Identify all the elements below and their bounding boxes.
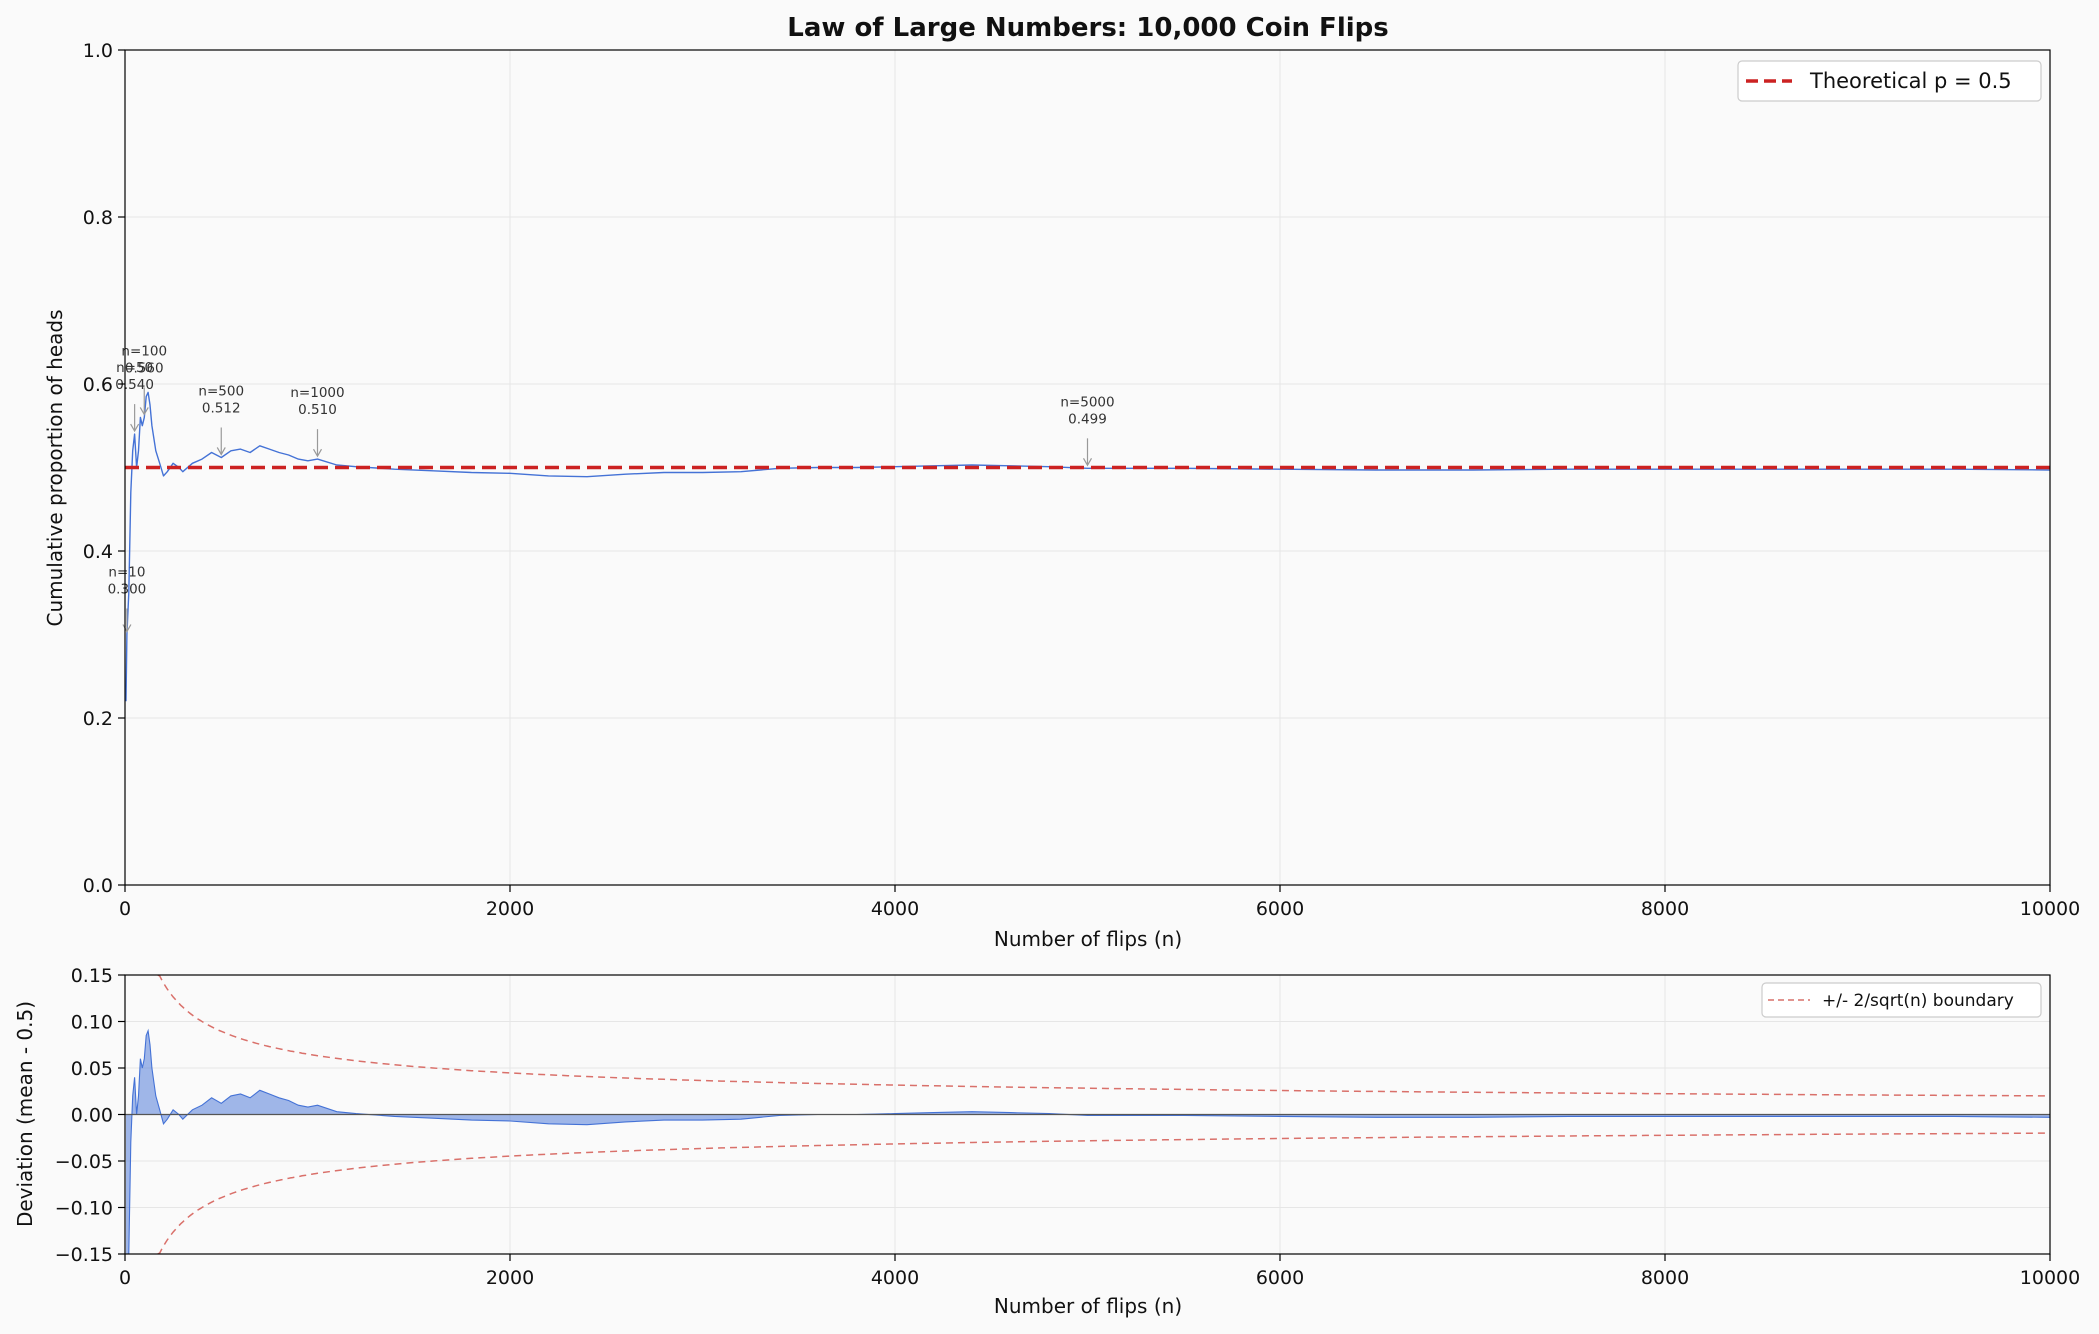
bottom-x-tick-label: 8000	[1641, 1267, 1689, 1289]
annotation-value-label: 0.300	[108, 582, 147, 598]
bottom-y-tick-label: 0.10	[71, 1012, 113, 1034]
annotation-value-label: 0.560	[125, 360, 164, 376]
top-y-tick-label: 0.4	[83, 541, 113, 563]
top-chart: n=100.300n=500.540n=1000.560n=5000.512n=…	[43, 13, 2080, 951]
bottom-x-axis-label: Number of flips (n)	[994, 1294, 1182, 1318]
bottom-x-tick-label: 6000	[1256, 1267, 1304, 1289]
bottom-chart: 0 2000 4000 6000 8000 10000 0.15 0.10 0.05 0.00 −…	[13, 965, 2080, 1318]
bottom-legend: +/- 2/sqrt(n) boundary	[1761, 982, 2042, 1018]
annotation-n-label: n=10	[108, 565, 145, 581]
top-x-tick-label: 4000	[871, 898, 919, 920]
annotation-value-label: 0.540	[115, 377, 154, 393]
annotation-arrowhead	[216, 447, 226, 456]
bottom-y-tick-label: −0.05	[55, 1151, 113, 1173]
top-y-axis-label: Cumulative proportion of heads	[43, 309, 67, 626]
annotation-arrowhead	[122, 624, 132, 633]
top-y-tick-label: 0.2	[83, 708, 113, 730]
top-legend-label-theoretical: Theoretical p = 0.5	[1809, 69, 2012, 93]
bottom-x-tick-label: 10000	[2020, 1267, 2080, 1289]
annotation-arrowhead	[1082, 458, 1093, 467]
top-x-tick-label: 0	[119, 898, 131, 920]
bottom-y-axis: 0.15 0.10 0.05 0.00 −0.05 −0.10 −0.15	[55, 965, 125, 1266]
bottom-legend-box	[1761, 982, 2042, 1018]
top-legend: Theoretical p = 0.5	[1737, 60, 2042, 102]
annotation-value-label: 0.512	[202, 400, 241, 416]
top-x-tick-label: 10000	[2020, 898, 2080, 920]
bottom-series-layer	[125, 974, 2051, 1255]
bottom-y-tick-label: 0.00	[71, 1105, 113, 1127]
annotation-arrowhead	[130, 423, 140, 433]
annotation-arrowhead	[312, 448, 323, 458]
top-x-tick-label: 8000	[1641, 898, 1689, 920]
annotation-value-label: 0.499	[1068, 411, 1107, 427]
annotation-value-label: 0.510	[298, 402, 337, 418]
bottom-y-axis-label: Deviation (mean - 0.5)	[13, 1001, 37, 1227]
bottom-x-tick-label: 2000	[486, 1267, 534, 1289]
annotation-n-label: n=5000	[1060, 394, 1114, 410]
chart-title: Law of Large Numbers: 10,000 Coin Flips	[787, 13, 1388, 43]
bottom-x-axis: 0 2000 4000 6000 8000 10000	[119, 1254, 2080, 1289]
bottom-series-lower-boundary	[157, 1132, 2051, 1255]
annotation-arrowhead	[139, 407, 149, 416]
top-plot-area	[125, 50, 2050, 885]
annotation-n-label: n=100	[121, 343, 167, 359]
bottom-series-upper-boundary	[157, 974, 2051, 1097]
bottom-y-tick-label: 0.15	[71, 965, 113, 987]
top-x-axis-label: Number of flips (n)	[994, 927, 1182, 951]
bottom-y-tick-label: −0.10	[55, 1198, 113, 1220]
top-x-tick-label: 2000	[486, 898, 534, 920]
top-y-tick-label: 0.8	[83, 207, 113, 229]
bottom-x-tick-label: 0	[119, 1267, 131, 1289]
top-x-tick-label: 6000	[1256, 898, 1304, 920]
top-series-layer	[125, 391, 2051, 702]
bottom-series-deviation-line	[126, 1028, 2051, 1255]
top-y-axis: 0.0 0.2 0.4 0.6 0.8 1.0	[83, 40, 125, 897]
top-plot-frame	[124, 49, 2051, 886]
top-y-tick-label: 1.0	[83, 40, 113, 62]
top-x-axis: 0 2000 4000 6000 8000 10000	[119, 885, 2080, 920]
top-legend-box	[1737, 60, 2042, 102]
bottom-y-tick-label: 0.05	[71, 1058, 113, 1080]
annotation-n-label: n=1000	[290, 385, 344, 401]
top-y-tick-label: 0.0	[83, 875, 113, 897]
bottom-x-tick-label: 4000	[871, 1267, 919, 1289]
bottom-legend-label-boundary: +/- 2/sqrt(n) boundary	[1822, 991, 2014, 1011]
top-y-tick-label: 0.6	[83, 374, 113, 396]
annotation-n-label: n=500	[198, 383, 244, 399]
bottom-y-tick-label: −0.15	[55, 1244, 113, 1266]
